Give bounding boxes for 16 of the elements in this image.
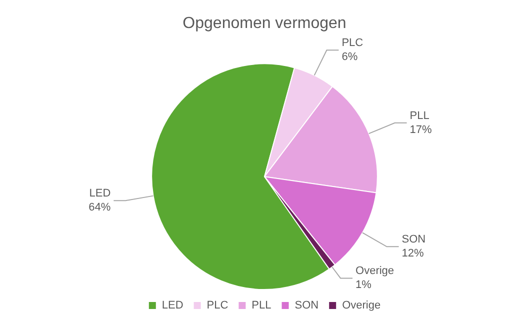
legend-label: Overige <box>342 300 381 312</box>
legend-label: SON <box>294 300 319 312</box>
data-label: 1% <box>356 279 372 292</box>
slice-label: LED <box>89 188 111 200</box>
data-label: 6% <box>342 51 358 64</box>
legend-label: PLL <box>252 300 272 312</box>
slice-label: PLC <box>342 37 364 50</box>
data-label: 64% <box>88 202 111 214</box>
legend-label: LED <box>162 300 184 312</box>
legend-label: PLC <box>206 300 228 312</box>
slice-label: Overige <box>356 265 394 278</box>
chart-title: Opgenomen vermogen <box>182 15 346 32</box>
data-label: 12% <box>402 248 424 260</box>
slice-label: PLL <box>410 110 430 122</box>
data-label: 17% <box>410 124 432 136</box>
slice-label: SON <box>402 234 426 246</box>
